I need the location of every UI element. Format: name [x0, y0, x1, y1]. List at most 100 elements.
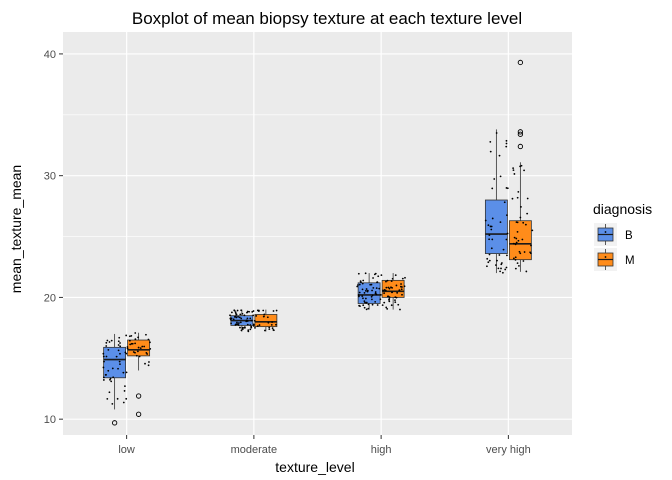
- jitter-point: [370, 295, 373, 298]
- jitter-point: [506, 232, 509, 235]
- outlier-point: [135, 393, 142, 399]
- jitter-point: [255, 315, 258, 317]
- jitter-point: [486, 257, 489, 260]
- jitter-point: [383, 292, 386, 295]
- box-M-1: [253, 309, 278, 332]
- jitter-point: [530, 244, 532, 247]
- jitter-point: [262, 309, 265, 312]
- jitter-point: [523, 169, 525, 172]
- jitter-point: [514, 267, 517, 270]
- jitter-point: [360, 281, 362, 284]
- jitter-point: [362, 304, 365, 307]
- jitter-point: [487, 224, 490, 227]
- jitter-point: [361, 282, 364, 285]
- jitter-point: [512, 242, 515, 245]
- jitter-point: [503, 201, 506, 204]
- jitter-point: [379, 298, 382, 301]
- plot-panel: [63, 32, 572, 435]
- jitter-point: [371, 289, 373, 292]
- jitter-point: [124, 351, 127, 354]
- jitter-point: [229, 318, 232, 321]
- jitter-point: [371, 303, 374, 306]
- jitter-point: [239, 313, 242, 316]
- jitter-point: [515, 241, 518, 244]
- jitter-point: [489, 140, 492, 143]
- jitter-point: [391, 277, 394, 280]
- jitter-point: [104, 374, 107, 376]
- jitter-point: [372, 277, 374, 279]
- jitter-point: [119, 342, 121, 344]
- jitter-point: [514, 256, 517, 259]
- jitter-point: [126, 346, 129, 348]
- jitter-point: [107, 369, 110, 372]
- jitter-point: [390, 304, 393, 307]
- jitter-point: [241, 328, 244, 331]
- jitter-point: [524, 223, 527, 226]
- jitter-point: [364, 301, 366, 304]
- jitter-point: [512, 257, 515, 260]
- jitter-point: [356, 285, 359, 288]
- jitter-point: [117, 367, 119, 370]
- jitter-point: [232, 318, 235, 321]
- jitter-point: [397, 303, 400, 306]
- jitter-point: [495, 264, 497, 266]
- jitter-point: [139, 347, 142, 350]
- y-tick-label: 10: [44, 414, 56, 426]
- jitter-point: [250, 319, 253, 322]
- jitter-point: [523, 251, 526, 253]
- jitter-point: [362, 279, 365, 282]
- jitter-point: [495, 132, 498, 134]
- jitter-point: [234, 311, 237, 314]
- jitter-point: [367, 307, 370, 310]
- jitter-point: [137, 350, 139, 353]
- jitter-point: [229, 314, 231, 317]
- jitter-point: [108, 391, 111, 394]
- jitter-point: [385, 280, 387, 283]
- jitter-point: [505, 266, 508, 269]
- jitter-point: [505, 187, 508, 189]
- outlier-point: [517, 143, 524, 150]
- jitter-point: [118, 360, 121, 363]
- legend: diagnosis B M: [593, 201, 652, 271]
- jitter-point: [522, 221, 525, 224]
- jitter-point: [522, 260, 525, 262]
- outlier-point: [111, 420, 118, 426]
- jitter-point: [388, 300, 391, 303]
- jitter-point: [250, 325, 253, 328]
- jitter-point: [248, 310, 250, 313]
- jitter-point: [489, 225, 492, 228]
- jitter-point: [387, 286, 390, 289]
- jitter-point: [502, 248, 505, 251]
- jitter-point: [251, 310, 254, 313]
- jitter-point: [365, 288, 368, 290]
- box-M-2: [380, 273, 406, 311]
- jitter-point: [519, 216, 522, 219]
- jitter-point: [240, 317, 243, 320]
- jitter-point: [241, 312, 244, 315]
- jitter-point: [263, 313, 266, 316]
- jitter-point: [506, 214, 508, 217]
- jitter-point: [505, 238, 508, 241]
- jitter-point: [102, 376, 105, 379]
- box-B-2: [356, 272, 382, 311]
- jitter-point: [521, 238, 524, 241]
- box-iqr: [381, 279, 405, 298]
- jitter-point: [357, 272, 360, 275]
- jitter-point: [109, 377, 112, 380]
- jitter-point: [236, 309, 239, 312]
- jitter-point: [145, 352, 148, 354]
- jitter-point: [268, 328, 271, 331]
- y-axis-title: mean_texture_mean: [8, 165, 24, 293]
- outlier-point: [517, 131, 524, 137]
- jitter-point: [105, 345, 108, 347]
- jitter-point: [367, 303, 370, 306]
- jitter-point: [115, 355, 118, 358]
- jitter-point: [520, 164, 523, 167]
- jitter-point: [233, 309, 236, 312]
- jitter-point: [137, 346, 140, 349]
- jitter-point: [385, 306, 388, 309]
- jitter-point: [391, 286, 394, 289]
- x-tick-label: high: [371, 444, 392, 456]
- jitter-point: [148, 361, 150, 363]
- legend-key-B: [594, 223, 617, 246]
